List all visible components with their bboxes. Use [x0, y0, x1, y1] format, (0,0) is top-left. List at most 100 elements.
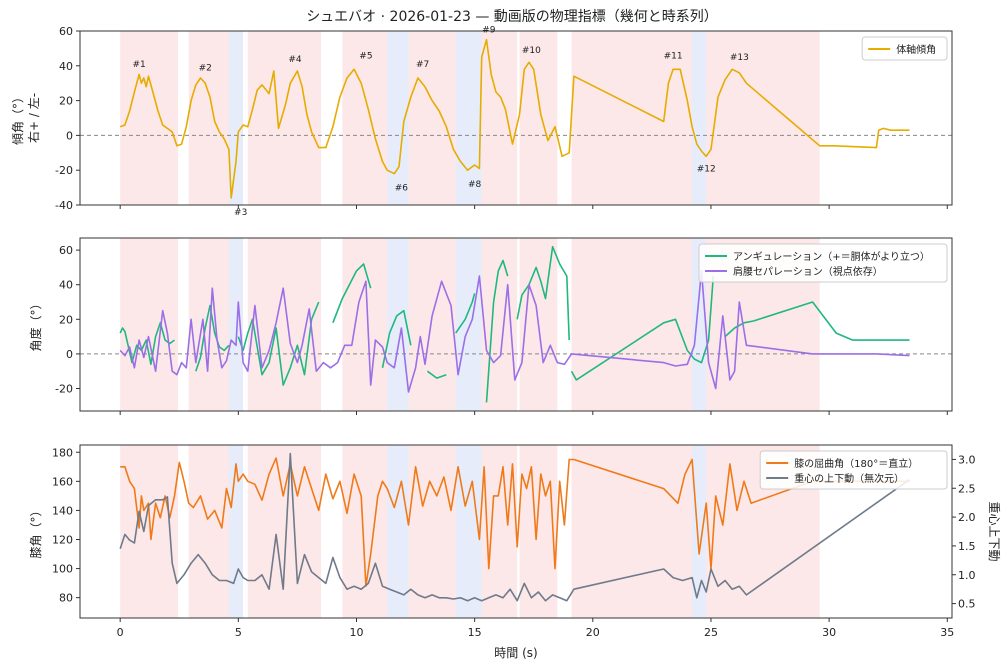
y-tick-label: -20 [55, 383, 73, 396]
legend: 体軸傾角 [861, 36, 948, 61]
phase-band-8 [455, 238, 482, 411]
panel-2: -20 0 20 40 60 角度（°） アンギュレーション（+＝胴体がより立つ） 肩腰セパレ… [28, 237, 953, 415]
phase-band-7 [408, 31, 456, 205]
phase-band-4 [247, 445, 322, 618]
y-right-tick-label: 2.0 [958, 511, 976, 524]
x-tick-label: 25 [704, 626, 718, 639]
plot-frame [79, 30, 953, 206]
phase-band-12 [692, 445, 707, 618]
y-tick-label: 40 [59, 279, 73, 292]
peak-annotation: #4 [288, 55, 302, 65]
phase-band-6 [387, 31, 409, 205]
x-tick-label: 0 [117, 626, 124, 639]
y-tick-label: 0 [66, 129, 73, 142]
phase-band-3 [228, 31, 244, 205]
peak-annotation: #1 [132, 60, 145, 70]
phase-band-1 [120, 445, 179, 618]
y-tick-label: 20 [59, 95, 73, 108]
phase-band-5 [342, 31, 388, 205]
phase-band-2 [188, 238, 229, 411]
peak-annotation: #11 [664, 51, 683, 61]
series-line-1 [119, 38, 910, 199]
phase-band-2 [188, 445, 229, 618]
y-tick-label: 100 [52, 563, 73, 576]
legend-box [698, 243, 948, 283]
y-tick-label: 20 [59, 313, 73, 326]
phase-band-11 [571, 445, 693, 618]
phase-band-8 [455, 31, 482, 205]
y-tick-label: 180 [52, 446, 73, 459]
legend: アンギュレーション（+＝胴体がより立つ） 肩腰セパレーション（視点依存） [698, 243, 948, 283]
y-axis-label: 傾角（°） [11, 91, 25, 145]
y-tick-label: 0 [66, 348, 73, 361]
phase-band-7 [408, 238, 456, 411]
y-tick-label: -40 [55, 199, 73, 212]
series-line-1 [120, 457, 910, 587]
y-tick-label: -20 [55, 164, 73, 177]
panel-1: -40 -20 0 20 40 60 傾角（°） 右+ / 左- #1 #2 #3 #4 #5 #6 #7 #… [11, 25, 953, 218]
phase-band-6 [387, 238, 409, 411]
phase-band-11 [571, 238, 693, 411]
phase-band-10 [519, 31, 558, 205]
phase-band-3 [228, 445, 244, 618]
x-tick-label: 10 [349, 626, 363, 639]
x-tick-label: 20 [586, 626, 600, 639]
series-line-2 [119, 452, 910, 602]
legend-label: 膝の屈曲角（180°＝直立） [794, 457, 918, 470]
y-right-axis-label: 重心上下動 [987, 501, 1001, 561]
legend-box [861, 36, 948, 61]
peak-annotation: #10 [522, 46, 541, 56]
y-right-tick-label: 1.0 [958, 569, 976, 582]
series-line-2 [119, 270, 910, 393]
plot-frame [79, 237, 953, 412]
phase-band-4 [247, 31, 322, 205]
phase-band-12 [692, 31, 707, 205]
y-axis-label: 角度（°） [28, 297, 43, 351]
legend-label: アンギュレーション（+＝胴体がより立つ） [733, 250, 930, 263]
phase-band-5 [342, 445, 388, 618]
x-axis-label: 時間 (s) [494, 646, 537, 660]
phase-band-2 [188, 31, 229, 205]
peak-annotation: #3 [234, 208, 247, 218]
phase-band-5 [342, 238, 388, 411]
y-right-tick-label: 1.5 [958, 540, 976, 553]
phase-band-9 [481, 31, 518, 205]
y-right-tick-label: 0.5 [958, 598, 976, 611]
y-tick-label: 120 [52, 533, 73, 546]
y-tick-label: 160 [52, 475, 73, 488]
legend-box [759, 450, 948, 490]
legend-label: 肩腰セパレーション（視点依存） [733, 265, 883, 278]
x-tick-label: 5 [235, 626, 242, 639]
x-tick-label: 15 [468, 626, 482, 639]
phase-band-4 [247, 238, 322, 411]
peak-annotation: #12 [697, 164, 716, 174]
phase-band-1 [120, 31, 179, 205]
x-tick-label: 35 [940, 626, 954, 639]
phase-band-1 [120, 238, 179, 411]
y-axis-label: 膝角（°） [29, 504, 43, 558]
peak-annotation: #7 [416, 60, 429, 70]
peak-annotation: #13 [730, 53, 749, 63]
y-axis-label: 右+ / 左- [26, 93, 41, 143]
legend-label: 体軸傾角 [896, 43, 936, 56]
chart-title: シュエバオ · 2026-01-23 — 動画版の物理指標（幾何と時系列） [306, 9, 718, 25]
y-tick-label: 40 [59, 60, 73, 73]
phase-band-11 [571, 31, 693, 205]
series-line-1 [119, 245, 910, 403]
y-right-tick-label: 3.0 [958, 453, 976, 466]
y-tick-label: 60 [59, 244, 73, 257]
phase-band-13 [706, 31, 820, 205]
y-right-tick-label: 2.5 [958, 482, 976, 495]
peak-annotation: #2 [199, 64, 212, 74]
phase-band-10 [519, 445, 558, 618]
peak-annotation: #8 [468, 180, 482, 190]
peak-annotation: #5 [359, 51, 372, 61]
peak-annotation: #6 [395, 184, 409, 194]
x-tick-label: 30 [822, 626, 836, 639]
y-tick-label: 140 [52, 504, 73, 517]
legend: 膝の屈曲角（180°＝直立） 重心の上下動（無次元） [759, 450, 948, 490]
plot-frame [79, 444, 953, 619]
y-tick-label: 60 [59, 25, 73, 38]
peak-annotation: #9 [482, 25, 496, 35]
